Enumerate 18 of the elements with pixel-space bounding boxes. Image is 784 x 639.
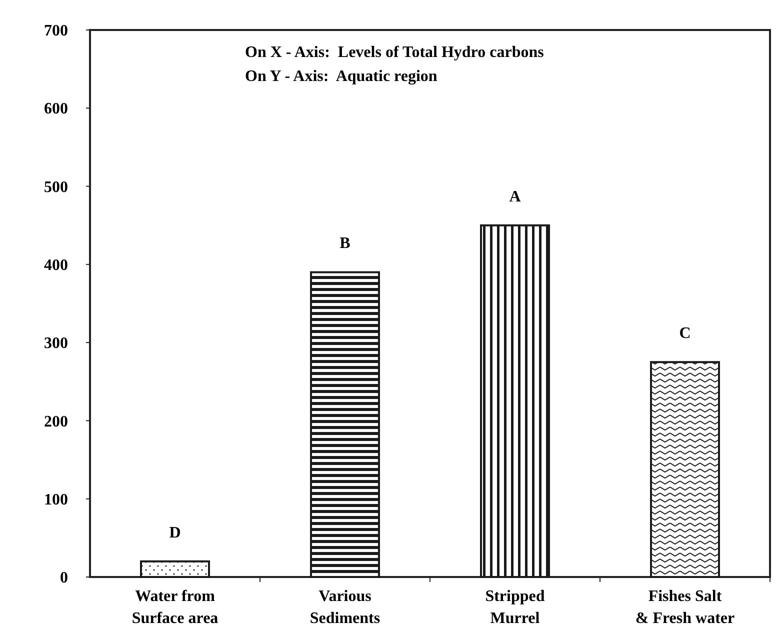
annotation: On Y - Axis: Aquatic region xyxy=(245,68,438,85)
y-tick-label: 600 xyxy=(44,100,68,118)
y-tick-label: 700 xyxy=(44,22,68,40)
x-tick-label: Water from Surface area xyxy=(132,588,218,627)
y-tick-label: 0 xyxy=(60,570,68,587)
y-tick-label: 100 xyxy=(44,491,68,508)
x-tick-label: Various Sediments xyxy=(310,588,380,627)
y-tick-label: 300 xyxy=(44,335,68,352)
annotation: A xyxy=(509,188,522,206)
annotation: D xyxy=(169,524,181,542)
x-tick-label: Stripped Murrel xyxy=(485,588,545,627)
x-tick-label: Fishes Salt & Fresh water xyxy=(635,588,735,627)
y-tick-label: 500 xyxy=(44,178,68,196)
annotation: B xyxy=(340,235,351,252)
y-tick-label: 400 xyxy=(44,257,68,274)
y-tick-label: 200 xyxy=(44,413,68,430)
annotation: On X - Axis: Levels of Total Hydro carbons xyxy=(245,44,544,61)
annotation: C xyxy=(679,325,691,342)
